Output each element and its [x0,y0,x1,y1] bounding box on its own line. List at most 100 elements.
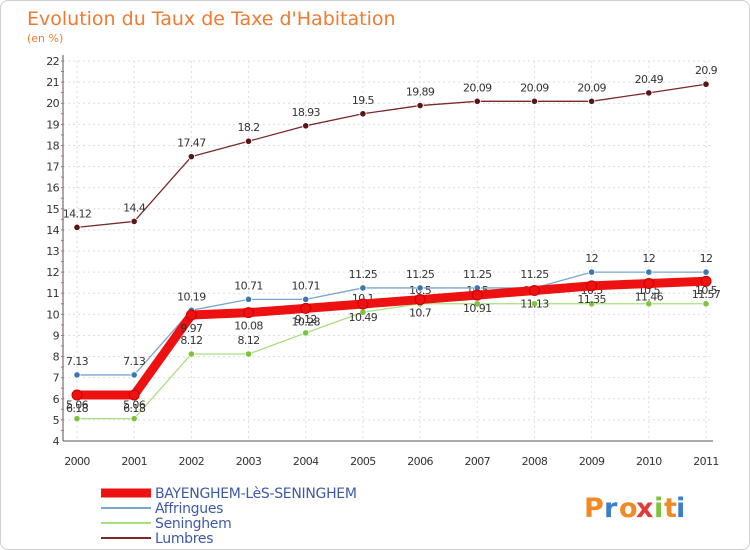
data-label: 12 [700,252,713,265]
x-tick-label: 2001 [121,455,147,468]
data-label: 11.25 [406,268,435,281]
data-label: 8.12 [180,334,202,347]
data-label: 11.35 [577,293,606,306]
data-point [645,300,653,308]
legend: BAYENGHEM-LèS-SENINGHEMAffringuesSeningh… [101,486,357,547]
y-tick-label: 5 [53,414,60,427]
y-tick-label: 4 [53,435,60,448]
logo-letter: t [664,493,677,524]
data-point [302,122,310,130]
x-tick-label: 2005 [350,455,376,468]
data-point [702,300,710,308]
data-label: 14.4 [123,201,146,214]
data-label: 10.28 [291,315,320,328]
y-tick-label: 6 [53,393,60,406]
data-label: 7.13 [66,355,89,368]
y-tick-label: 17 [46,161,59,174]
y-tick-label: 9 [53,329,60,342]
data-label: 18.93 [291,106,320,119]
data-point [645,89,653,97]
legend-label: BAYENGHEM-LèS-SENINGHEM [155,486,357,502]
legend-label: Seninghem [155,516,231,532]
y-tick-label: 12 [46,266,59,279]
y-tick-label: 10 [46,308,59,321]
data-label: 20.49 [635,73,664,86]
data-point [130,217,138,226]
series-lumbres: 14.12 14.4 17.47 18.2 18.93 19.5 19.89 20.09 20.… [63,64,718,231]
y-tick-label: 19 [46,118,59,131]
chart-subtitle: (en %) [27,32,63,45]
data-label: 10.49 [349,311,378,324]
data-label: 9.97 [180,322,203,335]
y-tick-label: 16 [46,182,59,195]
data-label: 18.2 [237,121,259,134]
data-label: 9.12 [295,313,317,326]
data-label: 11.46 [635,291,664,304]
y-tick-label: 21 [46,76,59,89]
data-label: 12 [642,252,655,265]
x-tick-label: 2002 [179,455,205,468]
series-line [76,303,707,420]
legend-label: Lumbres [155,531,213,547]
data-label: 6.18 [123,402,146,415]
logo-letter: o [619,493,638,524]
data-label: 10.71 [234,279,263,292]
data-label: 8.12 [237,334,259,347]
data-point [416,284,424,292]
x-tick-label: 2008 [522,455,548,468]
series-group: 14.12 14.4 17.47 18.2 18.93 19.5 19.89 20.09 20.… [63,64,721,423]
data-point [187,153,195,161]
y-tick-label: 13 [46,245,59,258]
data-label: 10.91 [463,302,492,315]
data-point [300,302,312,314]
data-label: 11.25 [520,268,549,281]
data-point [702,80,710,88]
data-point [130,371,138,379]
data-label: 17.47 [177,137,206,150]
data-point [700,275,712,287]
data-point [185,309,197,321]
data-point [357,298,369,310]
y-tick-label: 7 [53,372,60,385]
data-point [643,278,655,290]
series-line [72,276,711,400]
data-label: 5.06 [66,399,89,412]
data-point [588,268,596,276]
data-point [471,289,483,301]
data-point [73,415,81,423]
logo-letter: x [636,493,653,524]
data-label: 6.18 [66,402,89,415]
data-label: 11.13 [520,297,549,310]
data-label: 10.5 [695,284,718,297]
data-point [528,284,540,296]
x-tick-label: 2000 [64,455,90,468]
x-tick-label: 2009 [579,455,605,468]
x-tick-label: 2003 [236,455,262,468]
data-label: 19.5 [352,94,375,107]
data-point [359,284,367,292]
x-tick-label: 2011 [693,455,719,468]
data-label: 5.06 [123,399,146,412]
x-tick-label: 2006 [407,455,433,468]
logo-letter: r [604,493,618,524]
data-point [530,300,539,308]
data-point [588,300,596,308]
data-label: 20.09 [520,81,549,94]
data-point [586,280,598,292]
logo-letter: P [584,493,604,524]
data-label: 10.71 [291,279,320,292]
legend-label: Affringues [155,501,223,517]
series-line [76,83,707,229]
chart-title: Evolution du Taux de Taxe d'Habitation [27,8,396,30]
data-point [244,350,253,358]
data-point [128,389,140,401]
data-point [73,223,81,231]
data-point [588,97,596,105]
data-label: 11.57 [692,288,721,301]
data-point [359,110,367,118]
series-bayenghem-l-s-seninghem: 6.18 6.18 9.97 10.08 10.28 10.49 10.7 10.91 11.1… [66,275,721,415]
data-point [645,268,653,276]
